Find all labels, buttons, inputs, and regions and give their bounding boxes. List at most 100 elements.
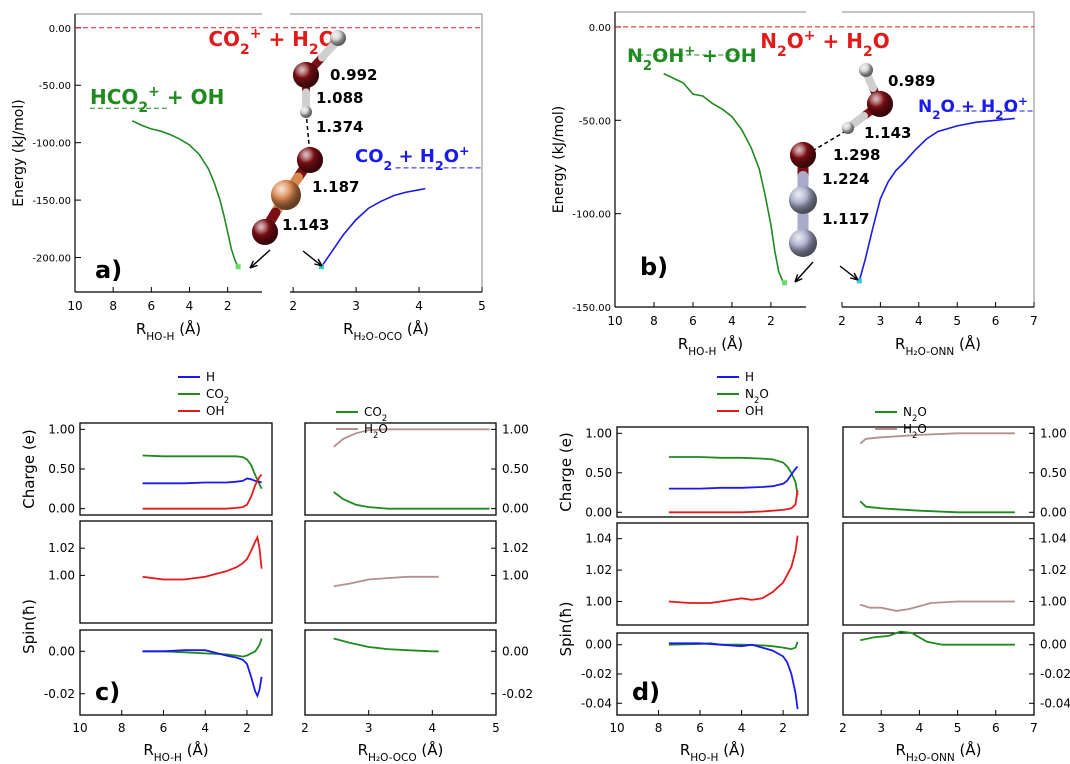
label-part: 2 — [643, 59, 652, 74]
y-tick-label: 1.00 — [585, 426, 612, 440]
y-axis-label: Energy (kJ/mol) — [11, 99, 27, 206]
label-part: 2 — [435, 158, 444, 173]
label-part: CO — [355, 146, 384, 167]
y-tick-label: -200.00 — [32, 254, 71, 265]
y-tick-label: 1.02 — [585, 563, 612, 577]
atom-oxygen-shade — [790, 142, 816, 168]
y-tick-label: -150.00 — [572, 303, 611, 314]
x-tick-label: 10 — [72, 721, 87, 735]
x-tick-label: 5 — [953, 314, 961, 328]
minimum-marker-left — [236, 264, 241, 269]
y-tick-label: 0.50 — [1040, 466, 1067, 480]
label-part: + — [148, 84, 160, 100]
y-tick-label: 1.00 — [1040, 426, 1067, 440]
label-part: R — [680, 741, 690, 759]
x-tick-label: 2 — [838, 314, 846, 328]
label-part: O — [444, 146, 459, 167]
label-part: O — [873, 29, 890, 53]
y-tick-label: 0.50 — [585, 466, 612, 480]
panel-d-left-spinb-series-blue — [669, 643, 798, 709]
panel-c-left-charge-series-blue — [143, 479, 262, 484]
label-part: (Å) — [417, 740, 444, 759]
bond-length-label: 1.088 — [316, 89, 363, 107]
legend-d-right-entry: N2O — [903, 405, 927, 423]
panel-c-right-spin-frame — [305, 521, 496, 623]
x-tick-label: 6 — [689, 314, 697, 328]
panel-label-b: b) — [640, 253, 668, 281]
asymptote-label-red: N2O+ + H2O — [760, 28, 889, 60]
x-tick-label: 8 — [655, 721, 663, 735]
y-tick-label: -0.02 — [502, 687, 533, 701]
atom-oxygen-shade — [297, 147, 323, 173]
x-tick-label: 6 — [160, 721, 168, 735]
energy-frame-left — [75, 14, 262, 292]
x-tick-label: 6 — [992, 721, 1000, 735]
x-tick-label: 5 — [954, 721, 962, 735]
y-axis-label: Energy (kJ/mol) — [551, 106, 567, 213]
x-tick-label: 2 — [767, 314, 775, 328]
x-tick-label: 10 — [609, 721, 624, 735]
y-tick-label: 0.00 — [1040, 638, 1067, 652]
panel-label-c: c) — [95, 678, 120, 706]
bond-length-label: 1.374 — [316, 118, 363, 136]
label-part: OH — [745, 404, 763, 418]
x-tick-label: 6 — [148, 299, 156, 313]
label-part: R — [143, 741, 153, 759]
label-part: HO-H — [690, 752, 718, 764]
label-part: HO-H — [688, 346, 716, 358]
atom-oxygen-shade — [867, 91, 893, 117]
x-axis-label-left: RHO-H (Å) — [678, 334, 743, 358]
label-part: O — [378, 422, 387, 436]
label-part: H — [206, 370, 215, 384]
label-part: 2 — [384, 158, 393, 173]
panel-c-right-charge-series-rose — [334, 429, 490, 447]
x-tick-label: 3 — [352, 299, 360, 313]
x-axis-label-right: RH₂O-OCO (Å) — [343, 319, 429, 343]
x-tick-label: 2 — [289, 299, 297, 313]
label-part: (Å) — [718, 740, 745, 759]
legend-c-left-entry: OH — [206, 404, 224, 418]
panel-c-right-spinb-series-green — [334, 639, 439, 652]
atom-oxygen-shade — [293, 62, 319, 88]
label-part: 2 — [138, 100, 148, 116]
x-axis-label-right: RH₂O-ONN (Å) — [896, 740, 982, 764]
label-part: HO-H — [146, 331, 174, 343]
bond-length-label: 1.117 — [822, 210, 869, 228]
asymptote-label-green: HCO2+ + OH — [90, 84, 224, 116]
label-part: (Å) — [174, 319, 201, 338]
x-axis-label-left: RHO-H (Å) — [136, 319, 201, 343]
label-part: + — [804, 28, 816, 44]
panel-c-left-spin-frame — [80, 521, 272, 623]
y-tick-label: -100.00 — [572, 210, 611, 221]
y-tick-label: 0.00 — [48, 644, 75, 658]
y-tick-label: -0.02 — [581, 667, 612, 681]
label-part: + H — [392, 146, 435, 167]
arrow-right-b — [840, 266, 858, 280]
y-tick-label: -150.00 — [32, 196, 71, 207]
legend-c-left-entry: CO2 — [206, 387, 229, 405]
x-axis-label-left: RHO-H (Å) — [680, 740, 745, 764]
y-tick-label: 0.00 — [502, 502, 529, 516]
energy-curve-left — [664, 74, 785, 283]
x-tick-label: 8 — [650, 314, 658, 328]
x-axis-label-right: RH₂O-OCO (Å) — [358, 740, 444, 764]
energy-curve-right — [322, 189, 426, 267]
label-part: H₂O-ONN — [906, 752, 955, 764]
panel-c-right-spin-series-rose — [334, 577, 439, 587]
x-tick-label: 3 — [365, 721, 373, 735]
y-tick-label: 0.00 — [1040, 505, 1067, 519]
y-tick-label: 0.00 — [585, 638, 612, 652]
atom-hydrogen-shade — [859, 63, 873, 77]
panel-d-right-charge-series-rose — [860, 433, 1015, 443]
panel-d-left-charge-frame — [617, 427, 808, 517]
bond-length-label: 0.992 — [330, 66, 377, 84]
y-tick-label: 1.00 — [48, 422, 75, 436]
label-part: O — [917, 405, 926, 419]
label-part: + — [250, 26, 262, 42]
x-tick-label: 4 — [186, 299, 194, 313]
panel-d-right-charge-frame — [843, 427, 1034, 517]
label-part: O — [1004, 97, 1018, 117]
label-part: H₂O-OCO — [368, 752, 417, 764]
x-tick-label: 3 — [877, 721, 885, 735]
label-part: 2 — [863, 44, 873, 60]
